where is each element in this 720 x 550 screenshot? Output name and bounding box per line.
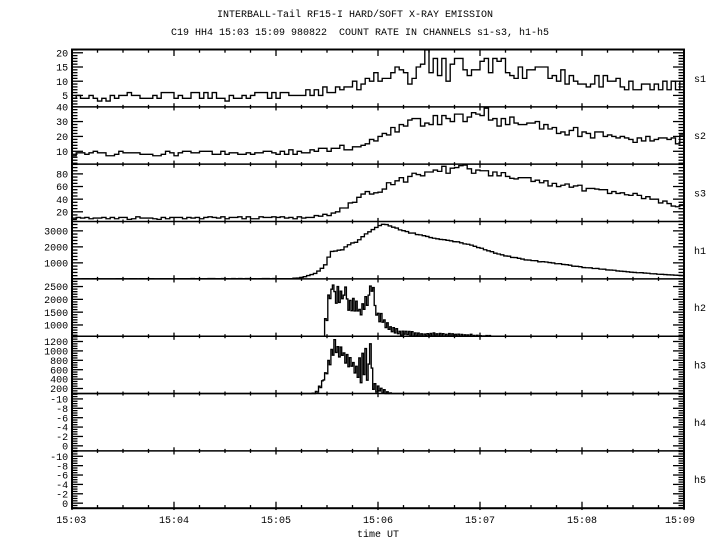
svg-text:2000: 2000 (44, 244, 68, 255)
svg-text:1500: 1500 (44, 309, 68, 320)
svg-text:10: 10 (56, 148, 68, 159)
svg-text:30: 30 (56, 118, 68, 129)
svg-text:h1: h1 (694, 246, 706, 258)
svg-text:15:04: 15:04 (159, 516, 189, 527)
svg-text:15: 15 (56, 64, 68, 75)
svg-text:200: 200 (50, 385, 68, 396)
svg-text:40: 40 (56, 103, 68, 114)
svg-text:600: 600 (50, 366, 68, 377)
svg-text:-10: -10 (50, 453, 68, 464)
svg-text:10: 10 (56, 78, 68, 89)
svg-text:s2: s2 (694, 132, 706, 143)
svg-text:15:08: 15:08 (567, 516, 597, 527)
svg-text:1000: 1000 (44, 322, 68, 333)
svg-text:60: 60 (56, 183, 68, 194)
svg-text:3000: 3000 (44, 228, 68, 239)
svg-text:2500: 2500 (44, 283, 68, 294)
svg-text:h4: h4 (694, 418, 706, 430)
svg-text:1000: 1000 (44, 348, 68, 359)
svg-text:-2: -2 (56, 433, 68, 444)
svg-text:15:09: 15:09 (665, 516, 695, 527)
svg-text:time UT: time UT (357, 529, 399, 541)
svg-text:s3: s3 (694, 190, 706, 201)
svg-text:-6: -6 (56, 414, 68, 425)
svg-text:20: 20 (56, 49, 68, 60)
svg-text:20: 20 (56, 133, 68, 144)
svg-text:-4: -4 (56, 481, 68, 492)
svg-text:h5: h5 (694, 475, 706, 487)
svg-text:-2: -2 (56, 490, 68, 501)
svg-text:-6: -6 (56, 472, 68, 483)
svg-text:15:03: 15:03 (56, 516, 86, 527)
svg-text:80: 80 (56, 171, 68, 182)
svg-text:1200: 1200 (44, 338, 68, 349)
svg-text:C19 HH4 15:03 15:09 980822 CO: C19 HH4 15:03 15:09 980822 COUNT RATE IN… (171, 27, 549, 39)
svg-text:h3: h3 (694, 361, 706, 373)
svg-text:2000: 2000 (44, 296, 68, 307)
svg-text:800: 800 (50, 357, 68, 368)
svg-text:INTERBALL-Tail RF15-I HARD/SOF: INTERBALL-Tail RF15-I HARD/SOFT X-RAY EM… (217, 9, 493, 21)
svg-text:15:06: 15:06 (363, 516, 393, 527)
svg-text:15:07: 15:07 (465, 516, 495, 527)
svg-text:-8: -8 (56, 405, 68, 416)
svg-text:5: 5 (62, 92, 68, 103)
svg-text:15:05: 15:05 (261, 516, 291, 527)
svg-text:0: 0 (62, 500, 68, 511)
svg-text:-10: -10 (50, 396, 68, 407)
svg-text:-4: -4 (56, 424, 68, 435)
svg-text:40: 40 (56, 196, 68, 207)
svg-text:400: 400 (50, 376, 68, 387)
svg-text:h2: h2 (694, 303, 706, 315)
svg-text:1000: 1000 (44, 260, 68, 271)
svg-text:s1: s1 (694, 75, 706, 86)
svg-text:-8: -8 (56, 462, 68, 473)
svg-text:20: 20 (56, 208, 68, 219)
svg-text:0: 0 (62, 442, 68, 453)
